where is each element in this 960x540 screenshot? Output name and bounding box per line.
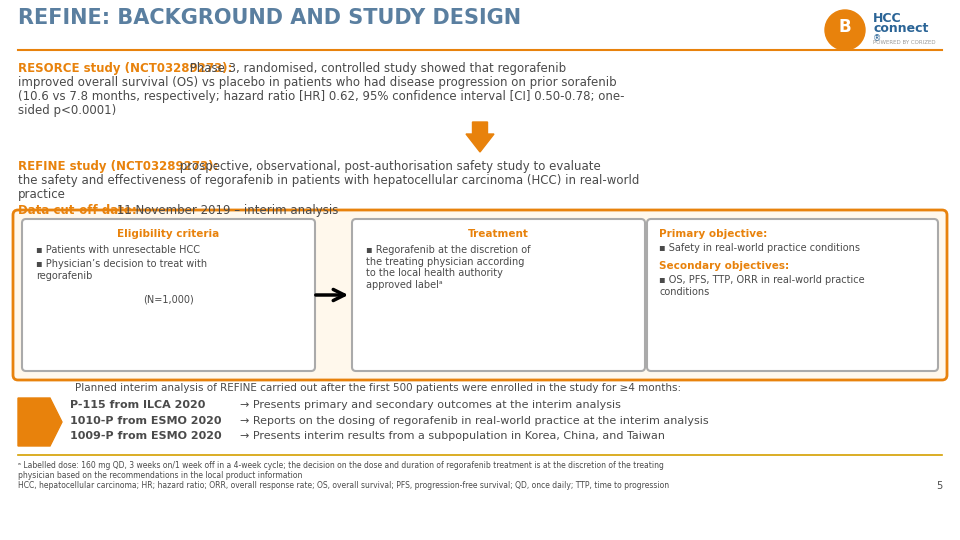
Text: the safety and effectiveness of regorafenib in patients with hepatocellular carc: the safety and effectiveness of regorafe… (18, 174, 639, 187)
Text: HCC: HCC (873, 12, 901, 25)
Text: physician based on the recommendations in the local product information: physician based on the recommendations i… (18, 471, 302, 480)
Text: improved overall survival (OS) vs placebo in patients who had disease progressio: improved overall survival (OS) vs placeb… (18, 76, 616, 89)
Text: → Reports on the dosing of regorafenib in real-world practice at the interim ana: → Reports on the dosing of regorafenib i… (240, 415, 708, 426)
Text: → Presents primary and secondary outcomes at the interim analysis: → Presents primary and secondary outcome… (240, 400, 621, 410)
Text: Data cut-off date:: Data cut-off date: (18, 204, 136, 217)
FancyBboxPatch shape (352, 219, 645, 371)
Text: ▪ OS, PFS, TTP, ORR in real-world practice
conditions: ▪ OS, PFS, TTP, ORR in real-world practi… (659, 275, 865, 296)
FancyBboxPatch shape (13, 210, 947, 380)
Text: prospective, observational, post-authorisation safety study to evaluate: prospective, observational, post-authori… (176, 160, 601, 173)
Text: 5: 5 (936, 481, 942, 491)
Text: ▪ Patients with unresectable HCC: ▪ Patients with unresectable HCC (36, 245, 200, 255)
Text: 1010-P from ESMO 2020: 1010-P from ESMO 2020 (70, 415, 222, 426)
Text: Eligibility criteria: Eligibility criteria (117, 229, 220, 239)
Text: B: B (839, 18, 852, 36)
Text: → Presents interim results from a subpopulation in Korea, China, and Taiwan: → Presents interim results from a subpop… (240, 431, 665, 441)
Text: Planned interim analysis of REFINE carried out after the first 500 patients were: Planned interim analysis of REFINE carri… (75, 383, 682, 393)
Text: HCC, hepatocellular carcinoma; HR; hazard ratio; ORR, overall response rate; OS,: HCC, hepatocellular carcinoma; HR; hazar… (18, 481, 669, 490)
Text: ▪ Safety in real-world practice conditions: ▪ Safety in real-world practice conditio… (659, 243, 860, 253)
Text: sided p<0.0001): sided p<0.0001) (18, 104, 116, 117)
Text: 11 November 2019 – interim analysis: 11 November 2019 – interim analysis (113, 204, 338, 217)
Polygon shape (18, 398, 62, 446)
Text: Treatment: Treatment (468, 229, 529, 239)
Text: practice: practice (18, 188, 66, 201)
Text: RESORCE study (NCT03289273):: RESORCE study (NCT03289273): (18, 62, 232, 75)
Text: (10.6 vs 7.8 months, respectively; hazard ratio [HR] 0.62, 95% confidence interv: (10.6 vs 7.8 months, respectively; hazar… (18, 90, 625, 103)
FancyArrow shape (466, 122, 494, 152)
Text: connect: connect (873, 22, 928, 35)
Text: Phase 3, randomised, controlled study showed that regorafenib: Phase 3, randomised, controlled study sh… (186, 62, 566, 75)
Text: REFINE: BACKGROUND AND STUDY DESIGN: REFINE: BACKGROUND AND STUDY DESIGN (18, 8, 521, 28)
Text: ᵃ Labelled dose: 160 mg QD, 3 weeks on/1 week off in a 4-week cycle; the decisio: ᵃ Labelled dose: 160 mg QD, 3 weeks on/1… (18, 461, 664, 470)
Text: POWERED BY CORIZED: POWERED BY CORIZED (873, 40, 936, 45)
Text: ®: ® (873, 34, 881, 43)
Text: Primary objective:: Primary objective: (659, 229, 767, 239)
Text: (N=1,000): (N=1,000) (143, 295, 194, 305)
Text: ▪ Physician’s decision to treat with
regorafenib: ▪ Physician’s decision to treat with reg… (36, 259, 207, 281)
FancyBboxPatch shape (22, 219, 315, 371)
Text: ▪ Regorafenib at the discretion of
the treating physician according
to the local: ▪ Regorafenib at the discretion of the t… (366, 245, 531, 290)
Text: P-115 from ILCA 2020: P-115 from ILCA 2020 (70, 400, 205, 410)
Text: REFINE study (NCT03289273):: REFINE study (NCT03289273): (18, 160, 218, 173)
Text: Secondary objectives:: Secondary objectives: (659, 261, 789, 271)
FancyBboxPatch shape (647, 219, 938, 371)
Text: 1009-P from ESMO 2020: 1009-P from ESMO 2020 (70, 431, 222, 441)
Circle shape (825, 10, 865, 50)
